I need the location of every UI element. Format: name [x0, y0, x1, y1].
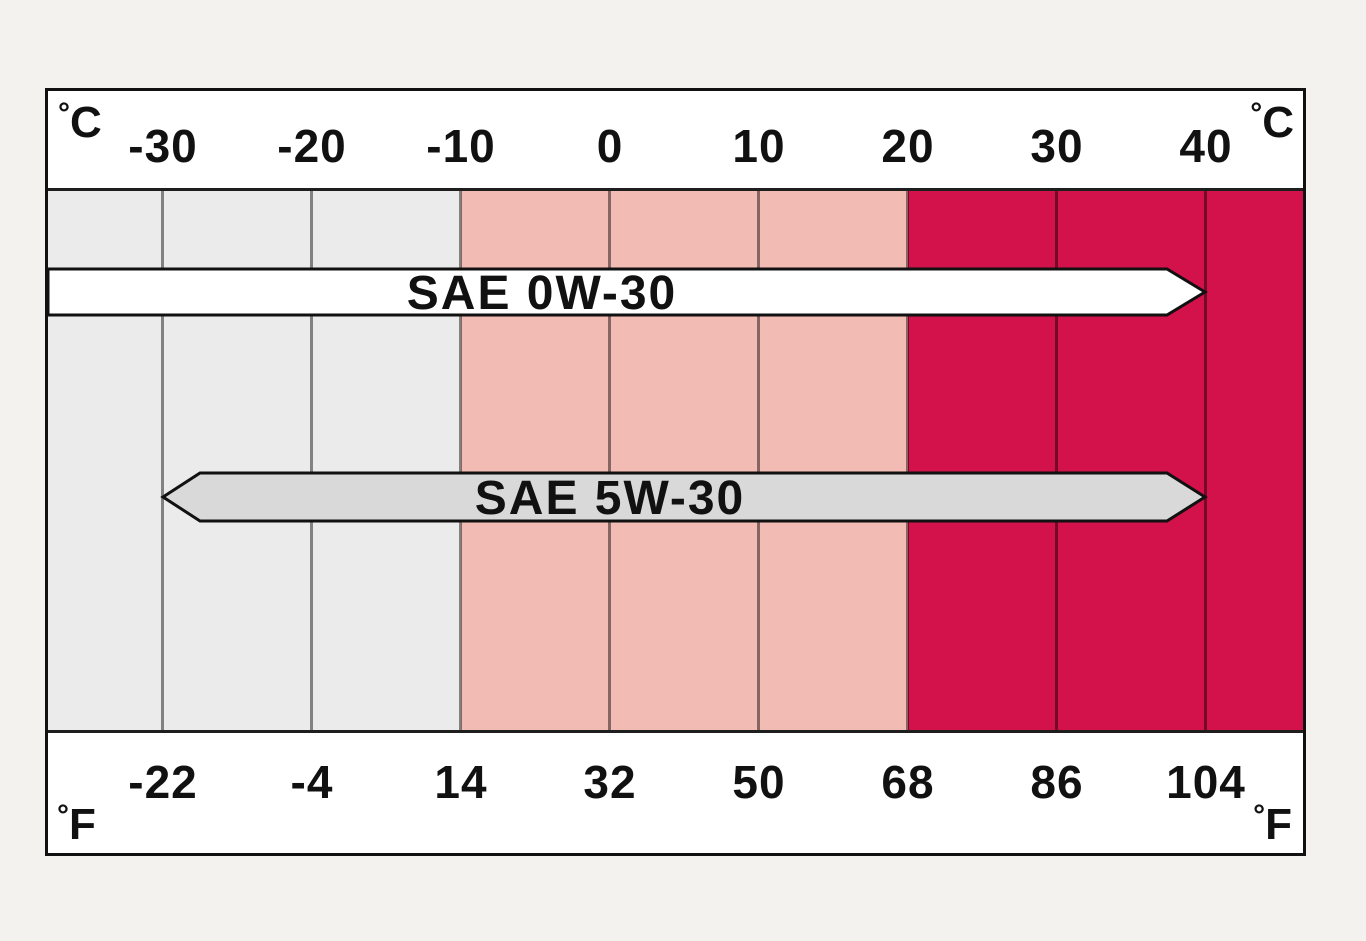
fahrenheit-tick: 50	[732, 756, 786, 808]
celsius-tick: -10	[426, 120, 496, 172]
celsius-letter: C	[70, 98, 102, 147]
fahrenheit-unit-right: °F	[1253, 800, 1292, 849]
gridline	[1204, 191, 1207, 730]
celsius-tick: 30	[1030, 120, 1084, 172]
celsius-tick: 40	[1179, 120, 1233, 172]
fahrenheit-tick: 86	[1030, 756, 1084, 808]
fahrenheit-tick: 14	[434, 756, 488, 808]
gridline	[310, 191, 313, 730]
celsius-unit-right: °C	[1250, 98, 1294, 147]
fahrenheit-tick: 68	[881, 756, 935, 808]
degree-symbol: °	[1253, 799, 1266, 832]
fahrenheit-tick: -4	[290, 756, 334, 808]
celsius-letter: C	[1262, 98, 1294, 147]
gridline	[608, 191, 611, 730]
sae-5w30-arrow	[160, 471, 1208, 523]
degree-symbol: °	[57, 799, 69, 832]
fahrenheit-unit-left: °F	[57, 800, 96, 849]
fahrenheit-tick: 104	[1166, 756, 1246, 808]
celsius-tick: -20	[277, 120, 347, 172]
celsius-tick: 10	[732, 120, 786, 172]
degree-symbol: °	[58, 97, 70, 130]
celsius-tick: -30	[128, 120, 198, 172]
viscosity-arrows: SAE 0W-30 SAE 5W-30	[48, 267, 1208, 525]
fahrenheit-letter: F	[1265, 800, 1292, 849]
fahrenheit-tick: 32	[583, 756, 637, 808]
gridline	[757, 191, 760, 730]
celsius-tick: 0	[596, 120, 624, 172]
chart-frame: °C -30 -20 -10 0 10 20 30 40 °C	[45, 88, 1306, 856]
fahrenheit-letter: F	[69, 800, 96, 849]
sae-5w30-label: SAE 5W-30	[475, 472, 745, 525]
celsius-tick: 20	[881, 120, 935, 172]
gridline	[161, 191, 164, 730]
gridline	[1055, 191, 1058, 730]
sae-0w30-label: SAE 0W-30	[407, 267, 677, 320]
sae-0w30-arrow	[48, 267, 1208, 317]
gridline	[906, 191, 909, 730]
gridline	[459, 191, 462, 730]
celsius-unit-left: °C	[58, 98, 102, 147]
degree-symbol: °	[1250, 97, 1263, 130]
fahrenheit-tick: -22	[128, 756, 198, 808]
